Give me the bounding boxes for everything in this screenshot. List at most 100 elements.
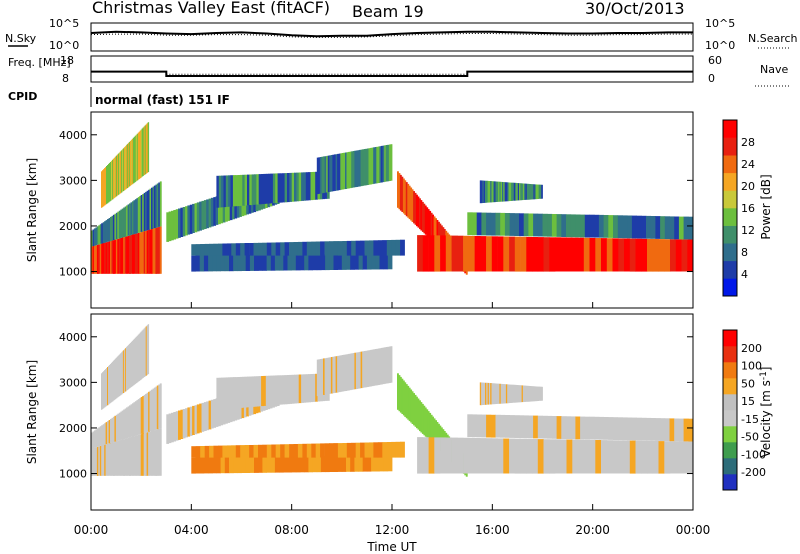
heatmap-cell [316, 359, 319, 397]
heatmap-cell [226, 243, 232, 256]
heatmap-cell [240, 243, 245, 256]
heatmap-cell [341, 355, 344, 392]
heatmap-cell [362, 455, 368, 472]
heatmap-cell [112, 158, 115, 199]
heatmap-cell [318, 359, 321, 396]
heatmap-cell [417, 196, 420, 228]
heatmap-cell [117, 413, 120, 441]
heatmap-cell [635, 440, 642, 474]
heatmap-cell [416, 396, 418, 429]
heatmap-cell [635, 238, 642, 272]
heatmap-cell [606, 238, 613, 272]
heatmap-cell [509, 182, 512, 201]
heatmap-cell [245, 457, 251, 473]
heatmap-cell [419, 198, 421, 230]
heatmap-cell [115, 357, 118, 399]
heatmap-cell [155, 429, 158, 476]
heatmap-cell [341, 253, 347, 270]
power-ytick-label: 2000 [59, 220, 87, 233]
heatmap-cell [481, 212, 487, 236]
heatmap-cell [358, 455, 364, 472]
heatmap-cell [316, 456, 322, 473]
heatmap-cell [216, 255, 221, 272]
heatmap-cell [130, 202, 133, 235]
heatmap-cell [373, 147, 376, 184]
power-ytick-label: 4000 [59, 129, 87, 142]
heatmap-cell [533, 213, 539, 237]
heatmap-cell [275, 242, 281, 256]
heatmap-cell [589, 237, 596, 272]
xtick-label: 20:00 [575, 523, 610, 537]
heatmap-cell [517, 385, 520, 403]
heatmap-cell [463, 235, 470, 272]
heatmap-cell [155, 184, 158, 228]
heatmap-cell [158, 226, 161, 274]
heatmap-cell [155, 386, 158, 430]
heatmap-cell [423, 203, 426, 234]
heatmap-cell [397, 373, 399, 410]
heatmap-cell [137, 434, 140, 476]
heatmap-cell [503, 438, 510, 474]
power-panel: 1000 2000 3000 4000 Slant Range [km] 4 8 12 16… [25, 111, 773, 309]
heatmap-cell [504, 182, 507, 202]
heatmap-cell [237, 255, 242, 272]
heatmap-cell [534, 386, 537, 402]
heatmap-cell [95, 227, 98, 246]
heatmap-cell [140, 231, 143, 274]
heatmap-cell [199, 255, 205, 272]
heatmap-cell [435, 218, 437, 245]
heatmap-cell [99, 426, 102, 446]
power-colorbar-tick: 12 [741, 224, 755, 237]
heatmap-cell [263, 173, 267, 204]
heatmap-cell [362, 253, 368, 270]
heatmap-cell [254, 254, 259, 271]
heatmap-cell [589, 416, 595, 440]
heatmap-cell [584, 416, 590, 440]
heatmap-cell [669, 418, 675, 442]
heatmap-cell [224, 457, 230, 474]
velocity-colorbar-tick: -200 [741, 466, 766, 479]
heatmap-cell [384, 347, 387, 384]
heatmap-cell [120, 209, 123, 238]
heatmap-cell [114, 441, 117, 476]
heatmap-cell [664, 239, 671, 272]
velocity-colorbar-tick: 50 [741, 377, 755, 390]
velocity-colorbar-segment [723, 442, 737, 459]
heatmap-cell [110, 418, 112, 443]
heatmap-cell [251, 174, 255, 205]
heatmap-cell [457, 235, 464, 272]
heatmap-cell [491, 383, 494, 405]
heatmap-cell [555, 237, 562, 272]
velocity-colorbar-segment [723, 362, 737, 379]
heatmap-cell [195, 255, 201, 272]
heatmap-cell [111, 160, 113, 201]
heatmap-cell [329, 357, 332, 394]
heatmap-cell [383, 455, 389, 472]
heatmap-cell [215, 196, 219, 225]
heatmap-cell [417, 398, 420, 430]
heatmap-cell [142, 396, 145, 434]
heatmap-cell [108, 163, 110, 203]
heatmap-cell [636, 215, 642, 239]
heatmap-cell [408, 387, 411, 422]
heatmap-cell [159, 383, 162, 429]
heatmap-cell [284, 444, 290, 458]
heatmap-cell [111, 215, 114, 241]
heatmap-cell [146, 123, 149, 173]
heatmap-cell [110, 240, 112, 274]
heatmap-cell [112, 361, 114, 402]
heatmap-cell [147, 122, 150, 173]
heatmap-cell [688, 216, 694, 240]
heatmap-cell [206, 401, 209, 431]
heatmap-cell [355, 240, 361, 256]
heatmap-cell [346, 152, 349, 189]
heatmap-cell [481, 382, 483, 406]
heatmap-cell [342, 443, 348, 458]
heatmap-cell [646, 215, 652, 239]
heatmap-cell [262, 242, 268, 256]
velocity-colorbar-segment [723, 378, 737, 395]
heatmap-cell [279, 254, 284, 271]
heatmap-cell [110, 363, 112, 403]
heatmap-cell [377, 240, 383, 256]
heatmap-cell [130, 436, 133, 476]
